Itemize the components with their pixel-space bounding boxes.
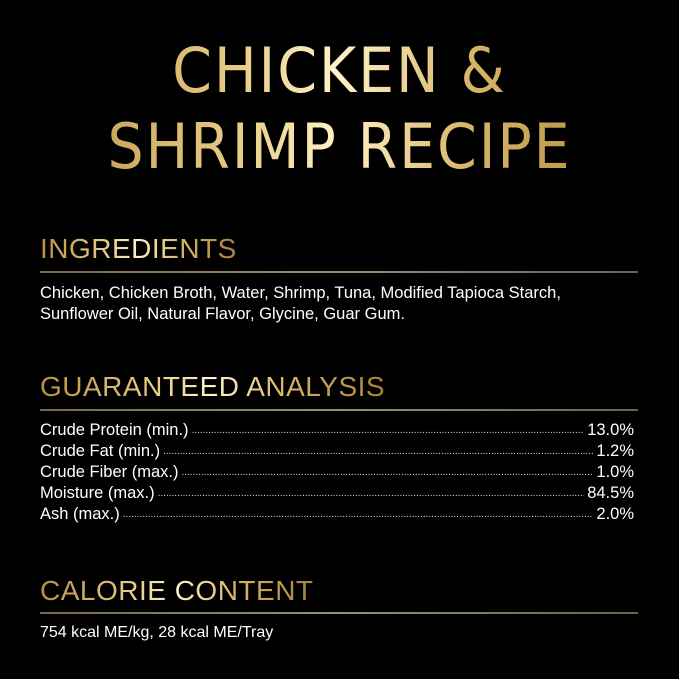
leader-dots [158, 483, 585, 504]
analysis-heading: GUARANTEED ANALYSIS [40, 371, 386, 402]
title-line-1: CHICKEN & [27, 40, 652, 102]
analysis-row: Crude Fat (min.) 1.2% [40, 441, 634, 462]
leader-dots [181, 462, 593, 483]
row-value: 84.5% [587, 484, 634, 502]
ingredients-line-1: Chicken, Chicken Broth, Water, Shrimp, T… [40, 284, 561, 302]
analysis-row: Crude Fiber (max.) 1.0% [40, 462, 634, 483]
divider [40, 409, 638, 411]
ingredients-line-2: Sunflower Oil, Natural Flavor, Glycine, … [40, 305, 405, 323]
calorie-heading: CALORIE CONTENT [40, 575, 314, 606]
leader-dots [163, 441, 593, 462]
divider [40, 271, 638, 273]
analysis-row: Crude Protein (min.) 13.0% [40, 420, 634, 441]
analysis-row: Moisture (max.) 84.5% [40, 483, 634, 504]
row-value: 1.2% [596, 442, 634, 460]
analysis-row: Ash (max.) 2.0% [40, 504, 634, 525]
leader-dots [123, 504, 594, 525]
row-value: 13.0% [587, 421, 634, 439]
row-label: Moisture (max.) [40, 484, 155, 502]
row-label: Crude Protein (min.) [40, 421, 189, 439]
ingredients-heading: INGREDIENTS [40, 233, 237, 264]
divider [40, 612, 638, 614]
row-value: 2.0% [596, 505, 634, 523]
calorie-text: 754 kcal ME/kg, 28 kcal ME/Tray [40, 624, 274, 641]
row-value: 1.0% [596, 463, 634, 481]
title-line-2: SHRIMP RECIPE [27, 116, 652, 178]
row-label: Crude Fat (min.) [40, 442, 161, 460]
leader-dots [192, 420, 585, 441]
row-label: Ash (max.) [40, 505, 120, 523]
row-label: Crude Fiber (max.) [40, 463, 179, 481]
